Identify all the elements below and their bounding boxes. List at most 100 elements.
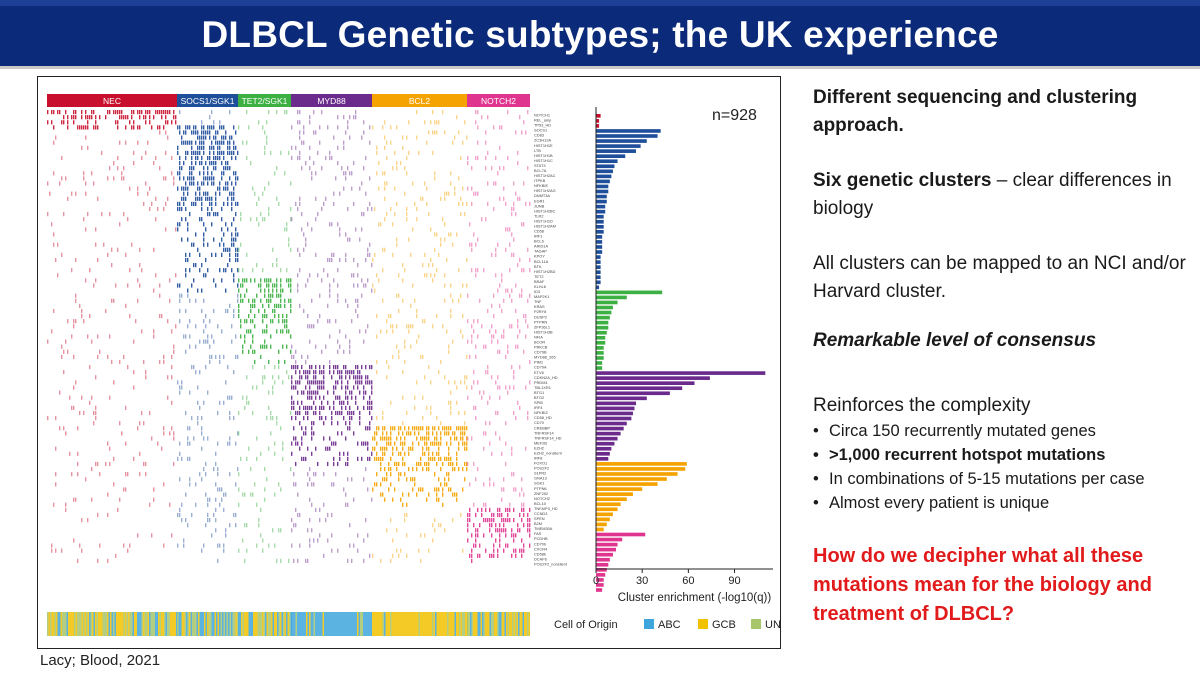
enrichment-bar [596,346,604,350]
enrichment-bar [596,280,601,285]
six-clusters-rest: – clear differences in biology [813,170,1172,219]
enrichment-bar [596,472,678,476]
enrichment-bar [596,310,612,315]
gene-label: HIST1H2AC [534,173,556,178]
gene-label: POU2F2_nonsilent [534,561,568,566]
enrichment-bar [596,578,604,582]
gene-label: DUSP2 [534,314,547,319]
enrichment-bar [596,547,617,552]
gene-label: CD58b [534,551,546,556]
gene-label: KLHL6 [534,284,546,289]
gene-label: ETV6 [534,370,544,375]
complexity-bullets: Circa 150 recurrently mutated genes >1,0… [813,419,1198,515]
gene-label: SOCS1 [534,128,547,133]
enrichment-bar [596,290,663,295]
gene-label: GNA13 [534,476,547,481]
cluster-header-label: MYD88 [317,96,346,106]
gene-label: SGK1 [534,481,544,486]
gene-label: TAGAP [534,249,547,254]
enrichment-bar [596,300,618,305]
gene-label: NFKBIZ [534,410,548,415]
enrichment-bar [596,401,637,406]
enrichment-bar [596,124,600,128]
gene-label: BTG1 [534,390,544,395]
enrichment-bar [596,189,609,194]
enrichment-bar [596,315,610,320]
enrichment-bar [596,492,633,496]
figure-frame: NEC SOCS1/SGK1 TET2/SGK1 MYD88 BCL2 NOTCH2 NOT… [37,76,781,649]
cell-of-origin-strip [47,612,530,636]
gene-label: PRDM1 [534,380,548,385]
enrichment-bar [596,230,604,234]
enrichment-bar [596,537,623,542]
enrichment-bar [596,250,603,254]
enrichment-bar [596,255,601,259]
enrichment-bar [596,134,658,138]
gene-label: S1PR2 [534,471,546,476]
enrichment-bar [596,119,600,123]
enrichment-bar [596,396,647,401]
gene-label: CD70b [534,541,546,546]
figure-canvas: NEC SOCS1/SGK1 TET2/SGK1 MYD88 BCL2 NOTCH2NOT… [47,94,780,636]
enrichment-bar [596,386,683,391]
gene-label: ZNF292 [534,491,548,496]
enrichment-bar [596,391,670,396]
gene-label: MEF2B [534,440,547,445]
cluster-header-label: SOCS1/SGK1 [181,96,235,106]
gene-label: FAS [534,531,542,536]
enrichment-bar [596,270,601,275]
enrichment-bar [596,431,621,436]
enrichment-bar [596,204,606,209]
gene-label: SPIB [534,400,543,405]
enrichment-bar [596,330,607,335]
cell-of-origin-label: Cell of Origin [554,619,618,631]
enrichment-bar [596,512,613,517]
gene-label: IRF4 [534,405,543,410]
cluster-header-label: NEC [103,96,121,106]
gene-label: TP53_HD [534,123,551,128]
gene-label: SPEN [534,516,545,521]
cluster-header-nec [47,94,177,107]
gene-label: PTPRN [534,319,547,324]
bullet-item: >1,000 recurrent hotspot mutations [813,443,1198,467]
enrichment-bar [596,341,606,345]
enrichment-bar [596,139,647,143]
enrichment-bar [596,144,641,148]
legend-label-abc: ABC [658,619,681,631]
gene-label: HIST1H2AM [534,223,556,228]
gene-label: CD70 [534,420,545,425]
enrichment-bar [596,219,604,224]
gene-label: CD83 [534,133,544,138]
bullet-item: In combinations of 5-15 mutations per ca… [813,467,1198,491]
enrichment-bar [596,588,603,592]
enrichment-bar [596,194,607,199]
enrichment-bar [596,583,604,587]
gene-label: CD58 [534,229,544,234]
enrichment-bar [596,179,610,184]
enrichment-bar [596,335,606,340]
cluster-header-label: TET2/SGK1 [242,96,288,106]
enrichment-bar [596,507,618,512]
gene-label: BCL7A [534,168,547,173]
enrichment-bar [596,517,610,522]
legend-swatch-gcb [698,619,708,629]
point-complexity: Reinforces the complexity [813,395,1031,416]
enrichment-bar [596,260,601,264]
gene-label: KPOY [534,254,545,259]
gene-label: CDKN2A_HD [534,375,558,380]
enrichment-bar [596,169,613,174]
enrichment-bar [596,562,609,567]
gene-label: HIST1H2BC [534,208,556,213]
x-axis-label: Cluster enrichment (-log10(q)) [618,592,772,604]
cluster-header-bcl2 [372,94,467,107]
gene-label: ARID1A [534,244,548,249]
enrichment-bar [596,436,618,441]
enrichment-bar [596,209,606,214]
gene-label: LTB [534,148,541,153]
legend-label-gcb: GCB [712,619,736,631]
gene-label: P2RY8 [534,309,546,314]
enrichment-bar [596,527,604,532]
gene-label: REL_amp [534,118,551,123]
enrichment-bar [596,487,643,491]
gene-label: ZFP36L1 [534,324,550,329]
